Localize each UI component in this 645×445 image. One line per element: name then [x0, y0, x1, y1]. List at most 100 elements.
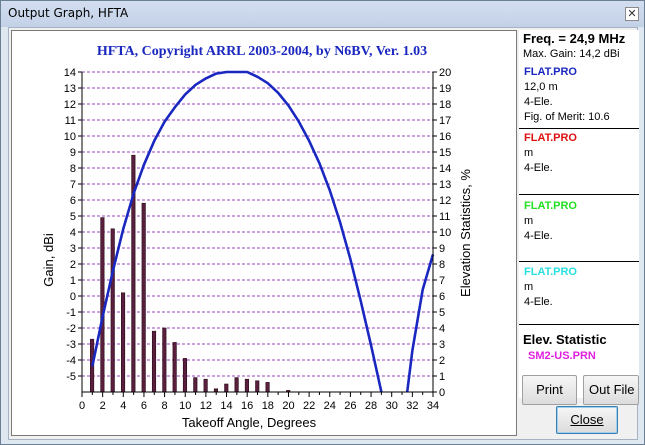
y-tick-label: 4 [70, 227, 76, 239]
panel-divider [519, 128, 639, 129]
y2-tick-label: 6 [439, 291, 445, 303]
y-tick-label: -2 [66, 323, 76, 335]
print-button[interactable]: Print [522, 375, 577, 405]
y2-tick-label: 19 [439, 83, 451, 95]
y2-tick-label: 14 [439, 163, 451, 175]
window-title: Output Graph, HFTA [8, 6, 129, 20]
elevation-bar [110, 228, 115, 393]
elevation-bar [141, 202, 146, 393]
elevation-bar [100, 217, 105, 393]
y2-tick-label: 12 [439, 195, 451, 207]
antenna-height: m [524, 215, 534, 227]
close-button-label: Close [570, 412, 604, 427]
panel-divider [519, 324, 639, 325]
antenna-type: 4-Ele. [524, 230, 553, 242]
title-bar[interactable]: Output Graph, HFTA ✕ [1, 1, 644, 27]
y2-tick-label: 16 [439, 131, 451, 143]
close-button[interactable]: Close [556, 406, 618, 434]
x-tick-label: 4 [120, 400, 126, 412]
y-axis-label: Gain, dBi [41, 233, 56, 287]
gain-curve-main [91, 70, 383, 393]
antenna-name: FLAT.PRO [524, 132, 577, 144]
y-tick-label: 11 [65, 115, 76, 127]
y-tick-label: 2 [70, 259, 76, 271]
elevation-bar [224, 383, 229, 393]
elevation-bar [255, 380, 260, 393]
x-tick-label: 34 [427, 400, 439, 412]
gain-chart: -5-4-3-2-1012345678910111213140123456789… [41, 44, 473, 430]
x-tick-label: 12 [200, 400, 212, 412]
figure-of-merit: Fig. of Merit: 10.6 [524, 111, 610, 123]
x-tick-label: 2 [100, 400, 106, 412]
y2-tick-label: 0 [439, 387, 445, 399]
panel-divider [519, 261, 639, 262]
x-tick-label: 20 [282, 400, 294, 412]
x-tick-label: 14 [220, 400, 232, 412]
y-tick-label: -1 [66, 307, 76, 319]
elevation-bar [193, 377, 198, 393]
elevation-bar [162, 327, 167, 393]
gain-curve-tail [405, 254, 435, 393]
panel-divider [519, 194, 639, 195]
antenna-type: 4-Ele. [524, 96, 553, 108]
elevation-bar [172, 342, 177, 393]
elevation-file-name: SM2-US.PRN [528, 350, 596, 362]
x-axis-label: Takeoff Angle, Degrees [182, 415, 317, 430]
x-tick-label: 30 [386, 400, 398, 412]
y-tick-label: 3 [70, 243, 76, 255]
output-graph: -5 -4 -3 -2 -1 0 1 2 3 4 5 6 7 8 9 10 11 12 13 14 0 1 2 3 4 5 6 7 8 9… [11, 30, 517, 436]
antenna-type: 4-Ele. [524, 296, 553, 308]
y-tick-label: 8 [70, 163, 76, 175]
antenna-name: FLAT.PRO [524, 266, 577, 278]
antenna-height: m [524, 147, 534, 159]
chart-title: HFTA, Copyright ARRL 2003-2004, by N6BV,… [97, 44, 427, 59]
elevation-bars [90, 154, 291, 393]
x-tick-label: 0 [79, 400, 85, 412]
antenna-name: FLAT.PRO [524, 66, 577, 78]
y2-tick-label: 11 [439, 211, 450, 223]
y-tick-label: 6 [70, 195, 76, 207]
x-tick-label: 6 [141, 400, 147, 412]
y2-tick-label: 8 [439, 259, 445, 271]
y2-tick-label: 5 [439, 307, 445, 319]
y2-tick-label: 3 [439, 339, 445, 351]
y-tick-label: 12 [64, 99, 76, 111]
elevation-bar [120, 292, 126, 393]
client-area: -5 -4 -3 -2 -1 0 1 2 3 4 5 6 7 8 9 10 11 12 13 14 0 1 2 3 4 5 6 7 8 9… [8, 27, 639, 440]
elevation-bar [265, 382, 270, 393]
y2-tick-label: 15 [439, 147, 451, 159]
antenna-name: FLAT.PRO [524, 200, 577, 212]
x-tick-label: 16 [241, 400, 253, 412]
antenna-type: 4-Ele. [524, 162, 553, 174]
info-panel: Freq. = 24,9 MHz Max. Gain: 14,2 dBi FLA… [519, 30, 639, 398]
x-tick-label: 22 [303, 400, 315, 412]
elevation-bar [182, 358, 188, 393]
x-tick-label: 8 [162, 400, 168, 412]
y-tick-label: -4 [66, 355, 76, 367]
y-tick-label: 1 [70, 275, 76, 287]
y-tick-label: 14 [64, 67, 76, 79]
max-gain-label: Max. Gain: 14,2 dBi [523, 48, 620, 60]
y2-tick-label: 10 [439, 227, 451, 239]
y2-tick-label: 18 [439, 99, 451, 111]
y-tick-label: 10 [64, 131, 76, 143]
antenna-height: 12,0 m [524, 81, 558, 93]
frequency-label: Freq. = 24,9 MHz [523, 31, 626, 46]
y2-tick-label: 4 [439, 323, 445, 335]
y-tick-label: 5 [70, 211, 76, 223]
window-close-icon[interactable]: ✕ [625, 7, 639, 21]
y-tick-label: 0 [70, 291, 76, 303]
x-tick-label: 18 [262, 400, 274, 412]
y2-axis-label: Elevation Statistics, % [458, 169, 473, 297]
elevation-bar [203, 378, 208, 393]
elevation-bar [234, 377, 239, 393]
chart-axes: -5-4-3-2-1012345678910111213140123456789… [64, 67, 452, 412]
y-tick-label: 13 [64, 83, 76, 95]
y2-tick-label: 9 [439, 243, 445, 255]
y2-tick-label: 2 [439, 355, 445, 367]
out-file-button[interactable]: Out File [583, 375, 639, 405]
y2-tick-label: 17 [439, 115, 451, 127]
x-tick-label: 28 [365, 400, 377, 412]
y-tick-label: -3 [66, 339, 76, 351]
